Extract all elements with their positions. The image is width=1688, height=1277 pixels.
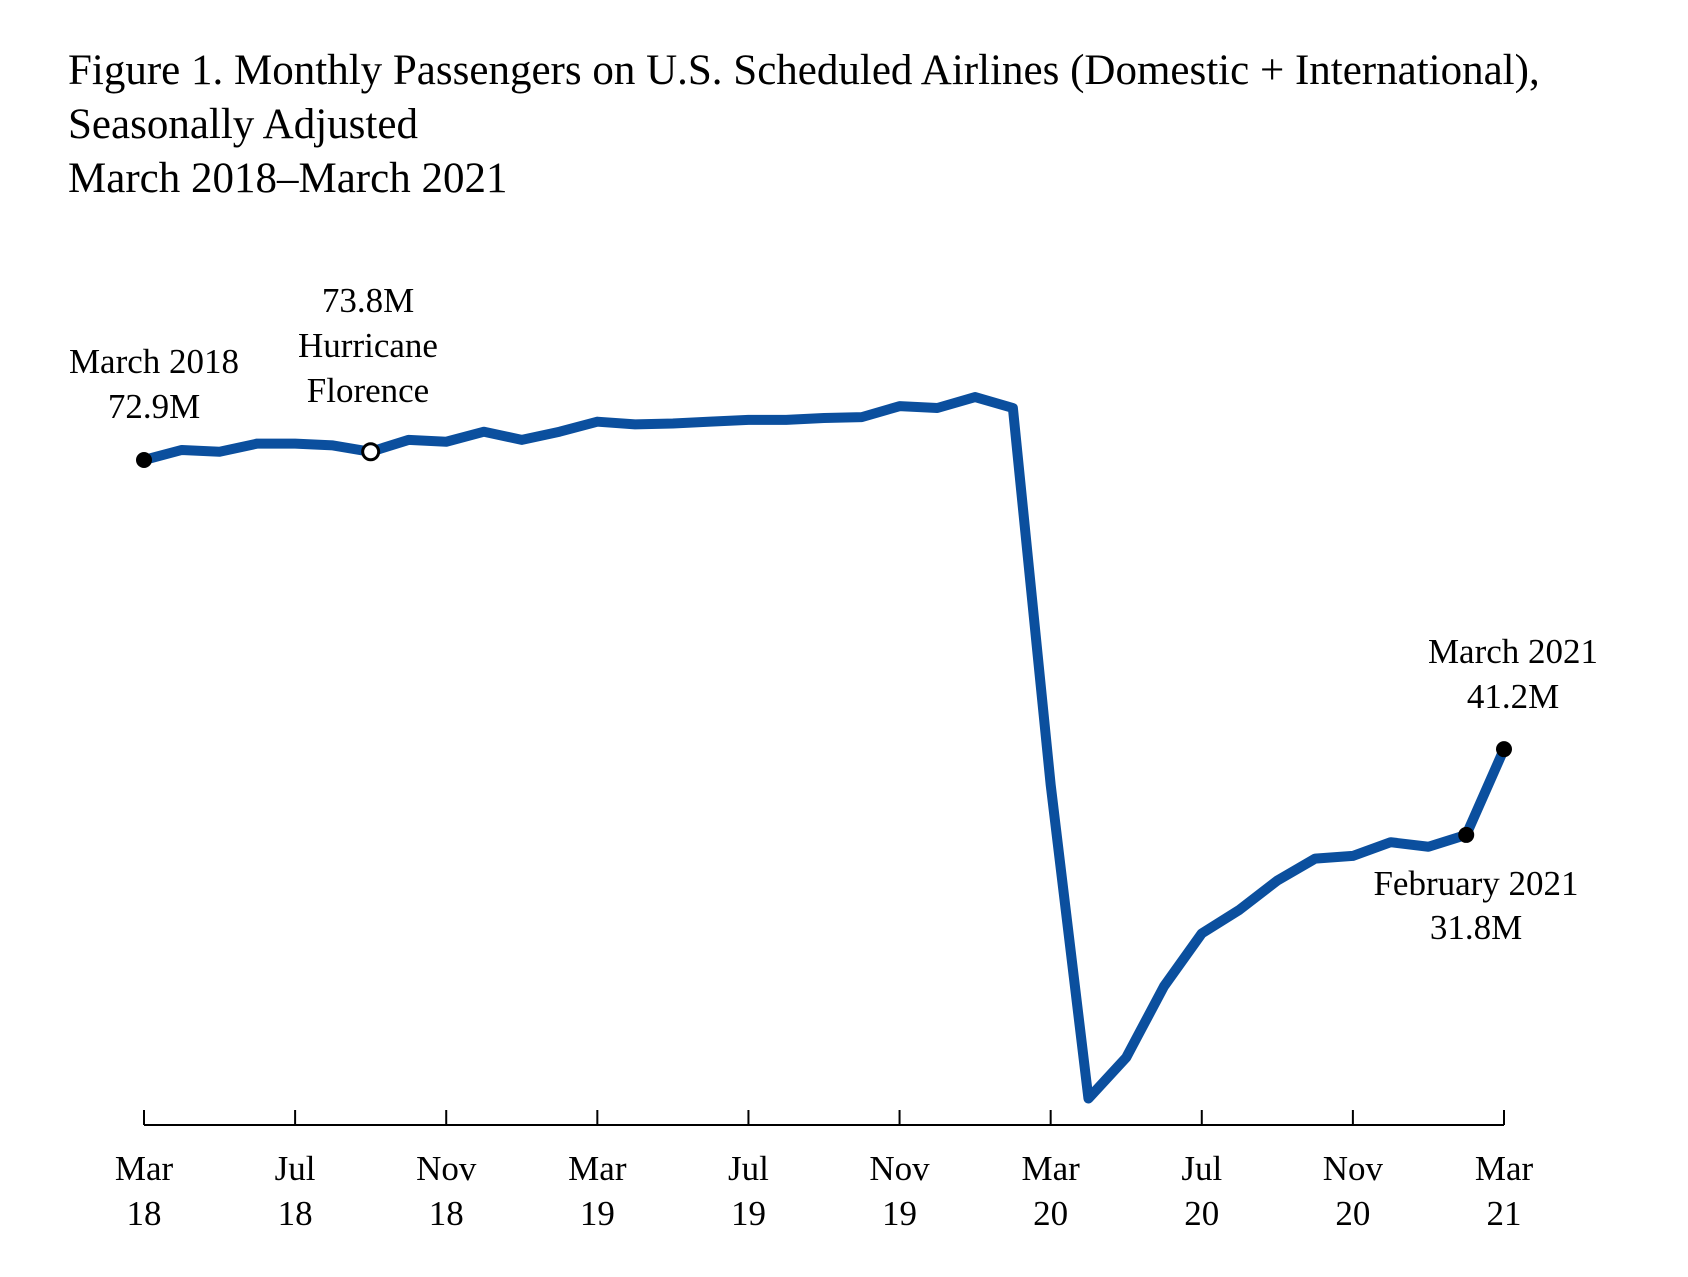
chart-title: Figure 1. Monthly Passengers on U.S. Sch… (68, 47, 1540, 148)
chart-title-block: Figure 1. Monthly Passengers on U.S. Sch… (68, 44, 1678, 206)
value-label: 41.2M (1467, 677, 1559, 716)
x-tick-label: Mar 20 (1022, 1149, 1081, 1233)
value-label: 31.8M (1430, 908, 1522, 947)
x-tick-label: Jul 19 (728, 1149, 769, 1233)
chart-subtitle: March 2018–March 2021 (68, 155, 508, 202)
x-tick-label: Mar 21 (1475, 1149, 1534, 1233)
value-label: 72.9M (108, 387, 200, 426)
x-tick-label: Nov 20 (1323, 1149, 1384, 1233)
x-tick-label: Jul 20 (1181, 1149, 1222, 1233)
marker (136, 451, 152, 468)
annotation: February 2021 (1373, 864, 1578, 903)
x-tick-label: Jul 18 (275, 1149, 316, 1233)
x-tick-label: Nov 18 (416, 1149, 477, 1233)
annotation: March 2018 (69, 342, 239, 381)
x-tick-label: Nov 19 (869, 1149, 930, 1233)
annotation: Hurricane Florence (298, 326, 438, 410)
marker (1496, 741, 1512, 758)
annotation: March 2021 (1428, 632, 1598, 671)
marker (361, 442, 381, 462)
value-label: 73.8M (322, 281, 414, 320)
marker (1458, 826, 1475, 843)
line (142, 392, 1509, 1104)
x-tick-label: Mar 19 (568, 1149, 627, 1233)
x-tick-label: Mar 18 (115, 1149, 174, 1233)
